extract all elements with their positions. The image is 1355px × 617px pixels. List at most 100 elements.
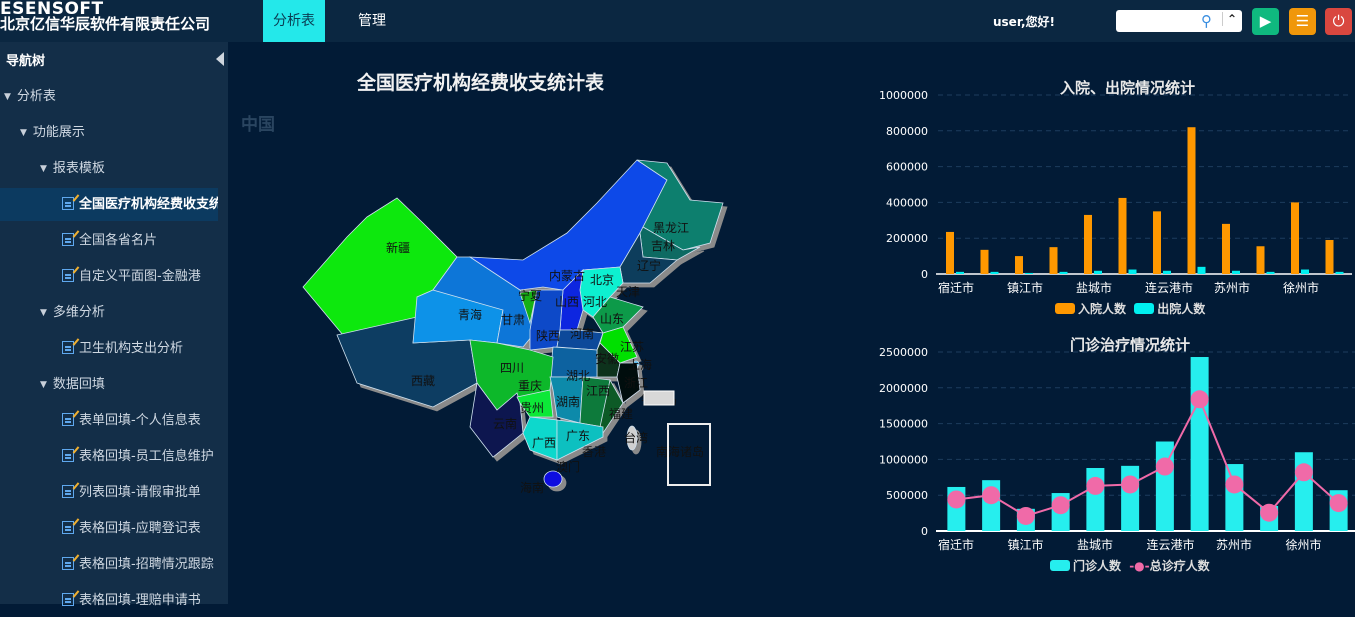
province-region[interactable] bbox=[469, 381, 524, 458]
bar bbox=[1015, 256, 1023, 274]
province-label: 台湾 bbox=[624, 430, 648, 445]
province-label: 江西 bbox=[586, 384, 610, 398]
search-input[interactable]: ⚲ ⌃ bbox=[1116, 10, 1242, 32]
nav-tree-title: 导航树 bbox=[6, 54, 46, 69]
bar bbox=[956, 271, 964, 274]
y-tick-label: 200000 bbox=[886, 232, 928, 245]
tree-item-label: 卫生机构支出分析 bbox=[79, 341, 184, 356]
expand-triangle-icon: ▼ bbox=[20, 128, 27, 138]
province-label: 吉林 bbox=[651, 239, 675, 253]
province-label: 四川 bbox=[500, 361, 524, 375]
tree-item-label: 分析表 bbox=[16, 89, 56, 104]
menu-button[interactable]: ☰ bbox=[1289, 8, 1316, 35]
bar bbox=[1291, 202, 1299, 274]
bar bbox=[1153, 211, 1161, 274]
province-region[interactable] bbox=[616, 362, 641, 404]
report-edit-icon bbox=[62, 413, 74, 426]
province-label: 湖北 bbox=[566, 368, 590, 383]
x-tick-label: 苏州市 bbox=[1216, 537, 1252, 552]
province-label: 河北 bbox=[583, 295, 607, 309]
bar bbox=[1225, 464, 1244, 531]
province-region[interactable] bbox=[516, 389, 554, 418]
line-point bbox=[982, 486, 1001, 505]
power-icon: ⏻ bbox=[1332, 12, 1345, 30]
search-icon[interactable]: ⚲ bbox=[1201, 12, 1212, 30]
tree-item[interactable]: 列表回填-请假审批单 bbox=[0, 476, 218, 509]
province-label: 内蒙古 bbox=[549, 268, 585, 283]
province-label: 宁夏 bbox=[518, 288, 542, 303]
line-point bbox=[947, 490, 966, 509]
line-point bbox=[1086, 476, 1105, 495]
tree-item[interactable]: 全国医疗机构经费收支统计表 bbox=[0, 188, 218, 221]
x-tick-label: 连云港市 bbox=[1147, 537, 1195, 552]
tree-item-label: 列表回填-请假审批单 bbox=[79, 485, 201, 500]
report-edit-icon bbox=[62, 449, 74, 462]
tree-item-label: 表格回填-招聘情况跟踪 bbox=[79, 557, 214, 572]
y-tick-label: 600000 bbox=[886, 161, 928, 174]
tree-item[interactable]: 卫生机构支出分析 bbox=[0, 332, 218, 365]
y-tick-label: 1000000 bbox=[879, 89, 928, 102]
bar bbox=[1190, 357, 1209, 531]
tree-item[interactable]: ▼ 多维分析 bbox=[0, 296, 218, 329]
tree-item[interactable]: 表单回填-个人信息表 bbox=[0, 404, 218, 437]
bar bbox=[946, 231, 954, 274]
expand-triangle-icon: ▼ bbox=[40, 380, 47, 390]
line-point bbox=[1190, 390, 1209, 409]
expand-up-icon[interactable]: ⌃ bbox=[1222, 12, 1237, 26]
tree-item[interactable]: 表格回填-应聘登记表 bbox=[0, 512, 218, 545]
province-region[interactable] bbox=[599, 326, 638, 364]
play-button[interactable]: ▶ bbox=[1252, 8, 1279, 35]
page-title: 全国医疗机构经费收支统计表 bbox=[357, 72, 605, 94]
legend-label: 门诊人数 bbox=[1073, 559, 1122, 573]
line-point bbox=[1121, 475, 1140, 494]
province-label: 海南 bbox=[520, 480, 544, 495]
tree-item[interactable]: ▼ 报表模板 bbox=[0, 152, 218, 185]
bar bbox=[1049, 247, 1058, 274]
province-label: 黑龙江 bbox=[653, 221, 689, 235]
province-region[interactable] bbox=[519, 289, 538, 325]
logo-en: ESENSOFT bbox=[0, 0, 104, 19]
tree-item[interactable]: 表格回填-招聘情况跟踪 bbox=[0, 548, 218, 581]
tree-item[interactable]: 全国各省名片 bbox=[0, 224, 218, 257]
x-tick-label: 宿迁市 bbox=[938, 537, 974, 552]
x-tick-label: 苏州市 bbox=[1214, 280, 1250, 295]
tree-item[interactable]: ▼ 数据回填 bbox=[0, 368, 218, 401]
tab-analysis[interactable]: 分析表 bbox=[263, 0, 325, 42]
expand-triangle-icon: ▼ bbox=[4, 92, 11, 102]
province-label: 云南 bbox=[493, 416, 517, 431]
bar bbox=[1197, 266, 1206, 274]
bar bbox=[1084, 214, 1092, 274]
province-label: 浙江 bbox=[624, 376, 648, 390]
province-region[interactable] bbox=[556, 329, 604, 351]
province-label: 安徽 bbox=[595, 351, 619, 366]
chart1-legend[interactable]: 入院人数 出院人数 bbox=[1055, 300, 1205, 317]
province-region[interactable] bbox=[556, 419, 604, 461]
province-region[interactable] bbox=[549, 376, 584, 424]
tree-item[interactable]: 自定义平面图-金融港 bbox=[0, 260, 218, 293]
tree-item[interactable]: ▼ 分析表 bbox=[0, 80, 218, 113]
province-region[interactable] bbox=[543, 470, 563, 488]
chart2-legend[interactable]: 门诊人数 -●-总诊疗人数 bbox=[1050, 557, 1210, 574]
power-button[interactable]: ⏻ bbox=[1325, 8, 1352, 35]
province-label: 山东 bbox=[600, 312, 624, 326]
bar bbox=[1232, 270, 1240, 274]
bar bbox=[1128, 269, 1137, 274]
bar bbox=[1118, 197, 1127, 274]
user-greeting: user,您好! bbox=[993, 15, 1056, 29]
collapse-sidebar-icon[interactable] bbox=[216, 52, 224, 66]
province-label: 天津 bbox=[616, 285, 640, 299]
x-tick-label: 连云港市 bbox=[1145, 280, 1193, 295]
bar bbox=[1256, 246, 1265, 274]
report-edit-icon bbox=[62, 269, 74, 282]
diaoyu-inset bbox=[643, 390, 675, 406]
tree-item[interactable]: ▼ 功能展示 bbox=[0, 116, 218, 149]
province-region[interactable] bbox=[636, 159, 724, 251]
expand-triangle-icon: ▼ bbox=[40, 308, 47, 318]
line-point bbox=[1260, 503, 1279, 522]
province-region[interactable] bbox=[592, 296, 644, 334]
province-region[interactable] bbox=[626, 425, 638, 451]
tree-item-label: 数据回填 bbox=[52, 377, 105, 392]
report-edit-icon bbox=[62, 557, 74, 570]
tree-item[interactable]: 表格回填-员工信息维护 bbox=[0, 440, 218, 473]
tab-manage[interactable]: 管理 bbox=[358, 13, 386, 29]
